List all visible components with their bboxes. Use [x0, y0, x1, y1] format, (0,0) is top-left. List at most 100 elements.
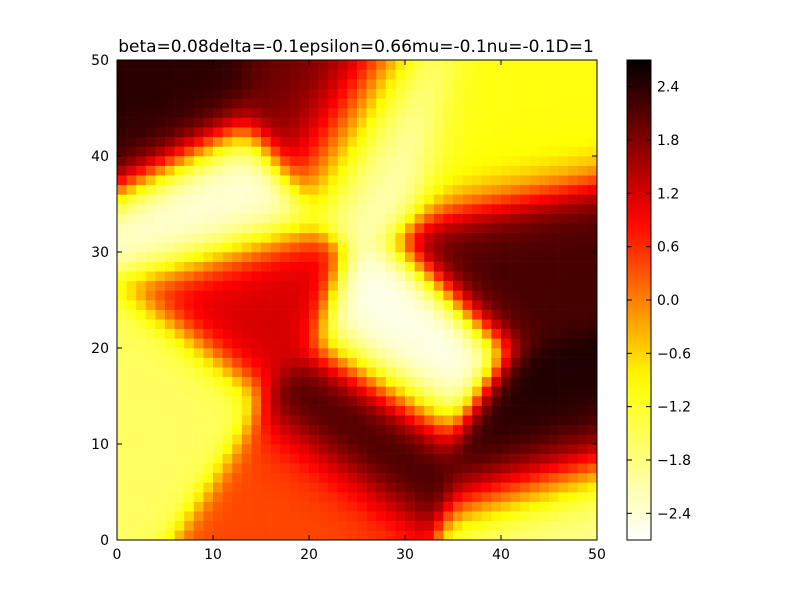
heatmap-cell	[337, 424, 348, 435]
heatmap-cell	[174, 117, 185, 128]
heatmap-cell	[309, 156, 319, 166]
heatmap-cell	[222, 357, 233, 368]
heatmap-cell	[280, 367, 291, 378]
heatmap-cell	[357, 319, 367, 330]
heatmap-cell	[568, 386, 579, 397]
heatmap-cell	[309, 396, 319, 406]
heatmap-cell	[405, 108, 415, 118]
heatmap-cell	[395, 357, 406, 368]
heatmap-cell	[385, 530, 396, 541]
heatmap-cell	[145, 184, 156, 195]
heatmap-cell	[510, 501, 521, 512]
heatmap-cell	[165, 319, 175, 330]
heatmap-cell	[145, 348, 156, 358]
heatmap-cell	[280, 338, 291, 349]
heatmap-cell	[424, 472, 435, 483]
heatmap-cell	[405, 453, 415, 464]
heatmap-cell	[126, 117, 137, 128]
heatmap-cell	[366, 367, 377, 378]
heatmap-cell	[453, 367, 463, 378]
heatmap-cell	[568, 376, 579, 387]
heatmap-cell	[165, 271, 175, 282]
heatmap-cell	[405, 271, 415, 282]
heatmap-cell	[213, 213, 223, 224]
heatmap-cell	[424, 79, 435, 90]
heatmap-cell	[357, 261, 367, 272]
heatmap-cell	[328, 127, 339, 138]
heatmap-cell	[558, 396, 569, 406]
heatmap-cell	[251, 194, 262, 205]
heatmap-cell	[481, 242, 492, 253]
heatmap-cell	[481, 405, 492, 416]
heatmap-cell	[165, 69, 175, 80]
heatmap-cell	[453, 338, 463, 349]
heatmap-cell	[184, 252, 195, 262]
heatmap-cell	[251, 415, 262, 426]
heatmap-cell	[270, 396, 281, 406]
heatmap-cell	[136, 98, 147, 109]
heatmap-cell	[366, 319, 377, 330]
heatmap-cell	[328, 175, 339, 186]
heatmap-cell	[232, 357, 243, 368]
heatmap-cell	[491, 444, 502, 454]
heatmap-cell	[568, 213, 579, 224]
heatmap-cell	[385, 415, 396, 426]
heatmap-cell	[568, 501, 579, 512]
heatmap-cell	[184, 242, 195, 253]
heatmap-cell	[117, 79, 127, 90]
heatmap-cell	[510, 156, 521, 166]
heatmap-cell	[261, 252, 271, 262]
heatmap-cell	[280, 223, 291, 234]
heatmap-cell	[289, 117, 300, 128]
heatmap-cell	[395, 444, 406, 454]
heatmap-cell	[318, 261, 329, 272]
heatmap-cell	[443, 472, 454, 483]
heatmap-cell	[385, 482, 396, 493]
heatmap-cell	[549, 232, 559, 243]
heatmap-cell	[193, 396, 204, 406]
heatmap-cell	[203, 396, 214, 406]
heatmap-cell	[289, 463, 300, 474]
heatmap-cell	[318, 520, 329, 531]
heatmap-cell	[424, 309, 435, 320]
heatmap-cell	[577, 520, 588, 531]
heatmap-cell	[251, 223, 262, 234]
heatmap-cell	[136, 290, 147, 301]
heatmap-cell	[385, 328, 396, 339]
heatmap-cell	[126, 223, 137, 234]
heatmap-cell	[251, 261, 262, 272]
heatmap-cell	[241, 530, 252, 541]
heatmap-cell	[491, 492, 502, 502]
heatmap-cell	[222, 348, 233, 358]
heatmap-cell	[395, 223, 406, 234]
heatmap-cell	[510, 376, 521, 387]
heatmap-cell	[203, 520, 214, 531]
heatmap-cell	[501, 319, 511, 330]
heatmap-cell	[424, 338, 435, 349]
heatmap-cell	[232, 396, 243, 406]
heatmap-cell	[136, 328, 147, 339]
heatmap-cell	[145, 444, 156, 454]
heatmap-cell	[395, 184, 406, 195]
heatmap-cell	[577, 165, 588, 176]
heatmap-cell	[280, 184, 291, 195]
heatmap-cell	[299, 386, 310, 397]
heatmap-cell	[472, 405, 483, 416]
heatmap-cell	[270, 213, 281, 224]
heatmap-cell	[501, 175, 511, 186]
heatmap-cell	[203, 472, 214, 483]
heatmap-cell	[453, 184, 463, 195]
x-axis: 0 10 20 30 40 50	[113, 60, 606, 563]
heatmap-cell	[529, 165, 540, 176]
heatmap-cell	[539, 223, 550, 234]
heatmap-cell	[481, 376, 492, 387]
heatmap-cell	[433, 252, 444, 262]
heatmap-cell	[203, 98, 214, 109]
heatmap-cell	[222, 165, 233, 176]
heatmap-cell	[117, 127, 127, 138]
heatmap-cell	[539, 348, 550, 358]
heatmap-cell	[203, 204, 214, 214]
heatmap-cell	[405, 482, 415, 493]
heatmap-cell	[558, 472, 569, 483]
heatmap-cell	[568, 98, 579, 109]
